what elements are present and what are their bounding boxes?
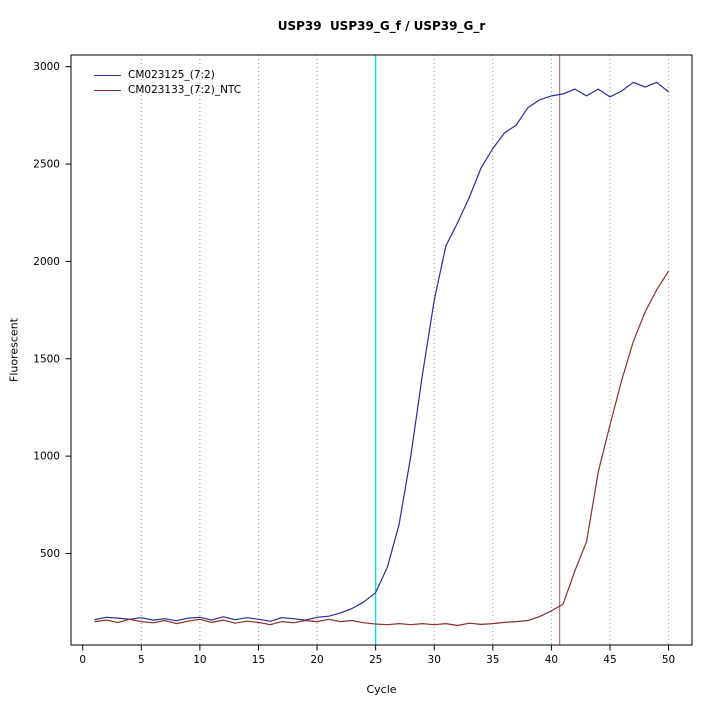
legend-label-series2: CM023133_(7:2)_NTC: [128, 84, 242, 96]
y-tick-label: 500: [40, 548, 60, 560]
y-tick-label: 2500: [33, 159, 60, 171]
legend: CM023125_(7:2) CM023133_(7:2)_NTC: [94, 67, 241, 97]
x-tick-label: 0: [79, 654, 86, 666]
x-tick-label: 25: [369, 654, 382, 666]
plot-box: [70, 54, 693, 646]
x-tick-label: 35: [486, 654, 499, 666]
legend-item: CM023125_(7:2): [94, 67, 241, 82]
legend-line-swatch-series1: [94, 75, 121, 76]
y-tick-label: 3000: [33, 61, 60, 73]
legend-item: CM023133_(7:2)_NTC: [94, 82, 241, 97]
x-tick-label: 10: [193, 654, 206, 666]
x-tick-label: 15: [252, 654, 265, 666]
chart-title: USP39 USP39_G_f / USP39_G_r: [277, 19, 486, 33]
series-line-CM023125_(7:2): [94, 81, 669, 622]
y-tick-label: 1000: [33, 451, 60, 463]
x-tick-label: 5: [138, 654, 145, 666]
x-axis-label: Cycle: [366, 683, 397, 696]
x-tick-label: 50: [662, 654, 675, 666]
x-tick-label: 40: [545, 654, 558, 666]
x-tick-label: 30: [428, 654, 441, 666]
y-tick-label: 1500: [33, 353, 60, 365]
series-line-CM023133_(7:2)_NTC: [94, 270, 670, 627]
legend-label-series1: CM023125_(7:2): [128, 69, 215, 81]
legend-line-swatch-series2: [94, 90, 121, 91]
y-tick-label: 2000: [33, 256, 60, 268]
x-tick-label: 45: [603, 654, 616, 666]
x-tick-label: 20: [310, 654, 323, 666]
